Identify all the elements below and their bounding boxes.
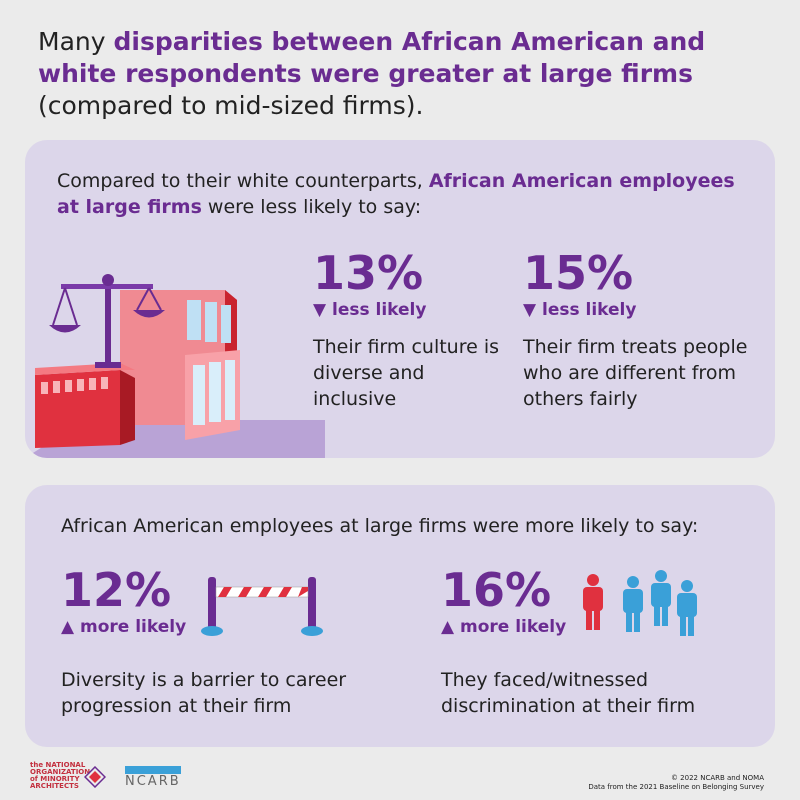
footer-credits: © 2022 NCARB and NOMA Data from the 2021… xyxy=(588,774,764,792)
stat-value: 12% xyxy=(61,563,172,617)
noma-line: ORGANIZATION xyxy=(30,768,91,776)
stat-description: Diversity is a barrier to career progres… xyxy=(61,669,347,717)
headline-highlight: disparities between African American and… xyxy=(38,27,706,88)
copyright-text: © 2022 NCARB and NOMA xyxy=(670,774,764,782)
down-arrow-icon: ▼ xyxy=(523,300,537,320)
stat-value: 16% xyxy=(441,563,552,617)
noma-logo: the NATIONAL ORGANIZATION of MINORITY AR… xyxy=(30,762,90,790)
up-arrow-icon: ▲ xyxy=(441,617,455,637)
building-scale-illustration xyxy=(25,274,325,458)
delta-label: less likely xyxy=(542,300,637,320)
noma-line: the NATIONAL xyxy=(30,761,86,769)
intro-post: were less likely to say: xyxy=(201,196,422,218)
stat-delta: ▼ less likely xyxy=(313,300,503,320)
noma-diamond-icon xyxy=(84,766,106,788)
headline: Many disparities between African America… xyxy=(38,26,758,122)
stat-description: Their firm culture is diverse and inclus… xyxy=(313,336,500,410)
scale-icon xyxy=(49,274,165,368)
up-arrow-icon: ▲ xyxy=(61,617,75,637)
noma-line: ARCHITECTS xyxy=(30,782,79,790)
person-blue-3 xyxy=(677,580,697,636)
down-arrow-icon: ▼ xyxy=(313,300,327,320)
source-text: Data from the 2021 Baseline on Belonging… xyxy=(588,783,764,791)
less-likely-card: Compared to their white counterparts, Af… xyxy=(25,140,775,458)
noma-line: of MINORITY xyxy=(30,775,80,783)
stat-delta: ▼ less likely xyxy=(523,300,763,320)
ncarb-logo: NCARB xyxy=(125,766,181,790)
more-likely-card: African American employees at large firm… xyxy=(25,485,775,747)
people-icon xyxy=(583,570,697,636)
stat-barrier: 12% ▲ more likely Diversity is a barrier… xyxy=(61,565,361,719)
intro-highlight: African American employees at large firm… xyxy=(57,170,735,218)
ncarb-bar xyxy=(125,766,181,774)
stat-fairness: 15% ▼ less likely Their firm treats peop… xyxy=(523,248,763,412)
stat-discrimination: 16% ▲ more likely They faced/witnessed d… xyxy=(441,565,761,719)
stat-delta: ▲ more likely xyxy=(61,617,361,637)
delta-label: more likely xyxy=(460,617,567,637)
stat-description: Their firm treats people who are differe… xyxy=(523,336,748,410)
person-blue-2 xyxy=(651,570,671,626)
stat-value: 15% xyxy=(523,246,634,300)
stat-delta: ▲ more likely xyxy=(441,617,761,637)
intro-pre: Compared to their white counterparts, xyxy=(57,170,429,192)
delta-label: more likely xyxy=(80,617,187,637)
ncarb-text: NCARB xyxy=(125,774,181,789)
more-likely-intro: African American employees at large firm… xyxy=(61,515,699,537)
headline-pre: Many xyxy=(38,27,114,56)
stat-culture: 13% ▼ less likely Their firm culture is … xyxy=(313,248,503,412)
stat-description: They faced/witnessed discrimination at t… xyxy=(441,669,696,717)
person-red xyxy=(583,574,603,630)
delta-label: less likely xyxy=(332,300,427,320)
headline-post: (compared to mid-sized firms). xyxy=(38,91,424,120)
person-blue-1 xyxy=(623,576,643,632)
barrier-icon xyxy=(201,577,323,636)
stat-value: 13% xyxy=(313,246,424,300)
less-likely-intro: Compared to their white counterparts, Af… xyxy=(57,168,747,220)
